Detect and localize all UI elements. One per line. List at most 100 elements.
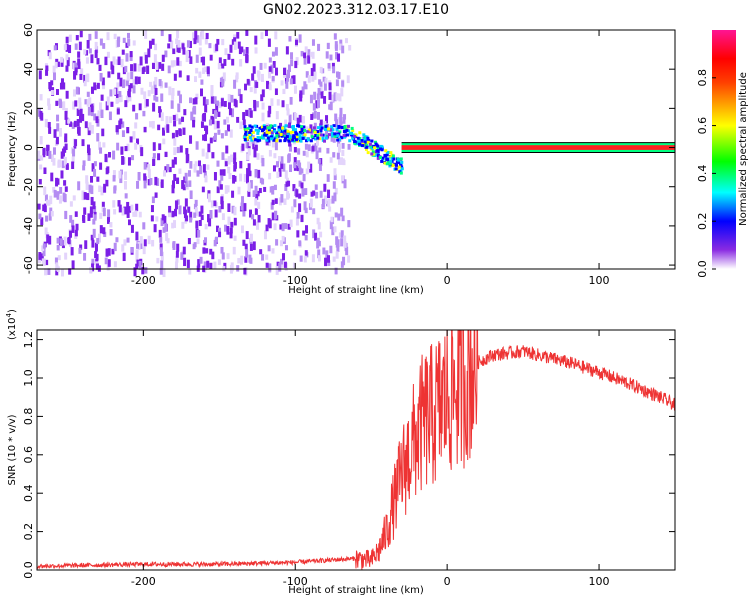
noise-speckle — [162, 138, 166, 145]
signal-mark — [358, 137, 362, 141]
noise-speckle — [117, 56, 121, 66]
noise-speckle — [205, 32, 209, 40]
noise-speckle — [112, 170, 116, 178]
noise-speckle — [103, 183, 107, 193]
noise-speckle — [127, 88, 131, 98]
noise-speckle — [245, 249, 249, 258]
noise-speckle — [252, 142, 256, 150]
noise-speckle — [290, 52, 294, 59]
noise-speckle — [188, 268, 192, 275]
noise-speckle — [227, 203, 231, 212]
noise-speckle — [296, 165, 300, 172]
noise-speckle — [100, 186, 104, 196]
noise-speckle — [335, 251, 339, 259]
noise-speckle — [270, 202, 274, 210]
noise-speckle — [285, 103, 289, 111]
noise-speckle — [340, 238, 344, 247]
noise-speckle — [172, 114, 176, 121]
noise-speckle — [267, 110, 271, 118]
noise-speckle — [313, 91, 317, 100]
noise-speckle — [293, 249, 297, 256]
signal-mark — [351, 136, 355, 140]
signal-mark — [343, 126, 347, 130]
noise-speckle — [202, 56, 206, 66]
signal-mark — [324, 136, 328, 140]
noise-speckle — [129, 136, 133, 143]
noise-speckle — [219, 169, 223, 176]
noise-speckle — [59, 187, 63, 194]
noise-speckle — [274, 211, 278, 219]
noise-speckle — [185, 50, 189, 57]
noise-speckle — [54, 257, 58, 265]
noise-speckle — [130, 204, 134, 211]
noise-speckle — [280, 258, 284, 265]
x-tick-label: -100 — [283, 274, 308, 287]
noise-speckle — [335, 93, 339, 101]
signal-mark — [357, 140, 361, 144]
noise-speckle — [142, 246, 146, 255]
noise-speckle — [333, 192, 337, 202]
noise-speckle — [223, 100, 227, 107]
noise-speckle — [185, 148, 189, 155]
signal-mark — [337, 124, 341, 128]
noise-speckle — [278, 262, 282, 272]
noise-speckle — [113, 209, 117, 215]
signal-mark — [310, 135, 314, 139]
noise-speckle — [295, 217, 299, 226]
noise-speckle — [210, 85, 214, 94]
signal-mark — [399, 162, 403, 166]
noise-speckle — [125, 95, 129, 103]
noise-speckle — [55, 100, 59, 106]
noise-speckle — [323, 96, 327, 104]
noise-speckle — [175, 251, 179, 258]
noise-speckle — [168, 205, 172, 213]
noise-speckle — [200, 121, 204, 128]
noise-speckle — [257, 201, 261, 209]
noise-speckle — [339, 121, 343, 130]
noise-speckle — [57, 159, 61, 166]
signal-mark — [306, 138, 310, 142]
noise-speckle — [82, 165, 86, 171]
noise-speckle — [90, 103, 94, 110]
noise-speckle — [267, 140, 271, 147]
noise-speckle — [255, 81, 259, 88]
noise-speckle — [130, 71, 134, 80]
noise-speckle — [104, 257, 108, 265]
noise-speckle — [347, 255, 351, 263]
noise-speckle — [74, 67, 78, 73]
noise-speckle — [237, 257, 241, 264]
signal-mark — [296, 124, 300, 128]
noise-speckle — [287, 69, 291, 79]
noise-speckle — [130, 247, 134, 253]
noise-speckle — [64, 110, 68, 120]
noise-speckle — [202, 134, 206, 141]
spectrogram-marks — [37, 30, 675, 278]
noise-speckle — [214, 209, 218, 218]
noise-speckle — [220, 246, 224, 254]
noise-speckle — [48, 150, 52, 159]
noise-speckle — [180, 252, 184, 260]
snr-y-ticks: 0.0 0.2 0.4 0.6 0.8 1.0 1.2 — [22, 331, 675, 579]
noise-speckle — [259, 249, 263, 255]
noise-speckle — [163, 215, 167, 225]
spectrogram-panel: -200 -100 0 100 60 40 20 0 -20 -40 -60 Height of … — [7, 23, 676, 296]
noise-speckle — [42, 243, 46, 249]
signal-mark — [248, 124, 252, 128]
noise-speckle — [294, 39, 298, 46]
noise-speckle — [303, 256, 307, 263]
noise-speckle — [283, 198, 287, 205]
x-tick-label: 0 — [444, 575, 451, 588]
noise-speckle — [53, 129, 57, 138]
noise-speckle — [221, 39, 225, 46]
signal-mark — [284, 129, 288, 133]
noise-speckle — [90, 125, 94, 134]
signal-mark — [376, 147, 380, 151]
noise-speckle — [41, 245, 45, 252]
noise-speckle — [128, 206, 132, 213]
noise-speckle — [312, 63, 316, 73]
y-tick-label: 0.0 — [22, 561, 35, 579]
noise-speckle — [249, 209, 253, 218]
noise-speckle — [132, 85, 136, 94]
noise-speckle — [339, 114, 343, 124]
noise-speckle — [134, 210, 138, 217]
